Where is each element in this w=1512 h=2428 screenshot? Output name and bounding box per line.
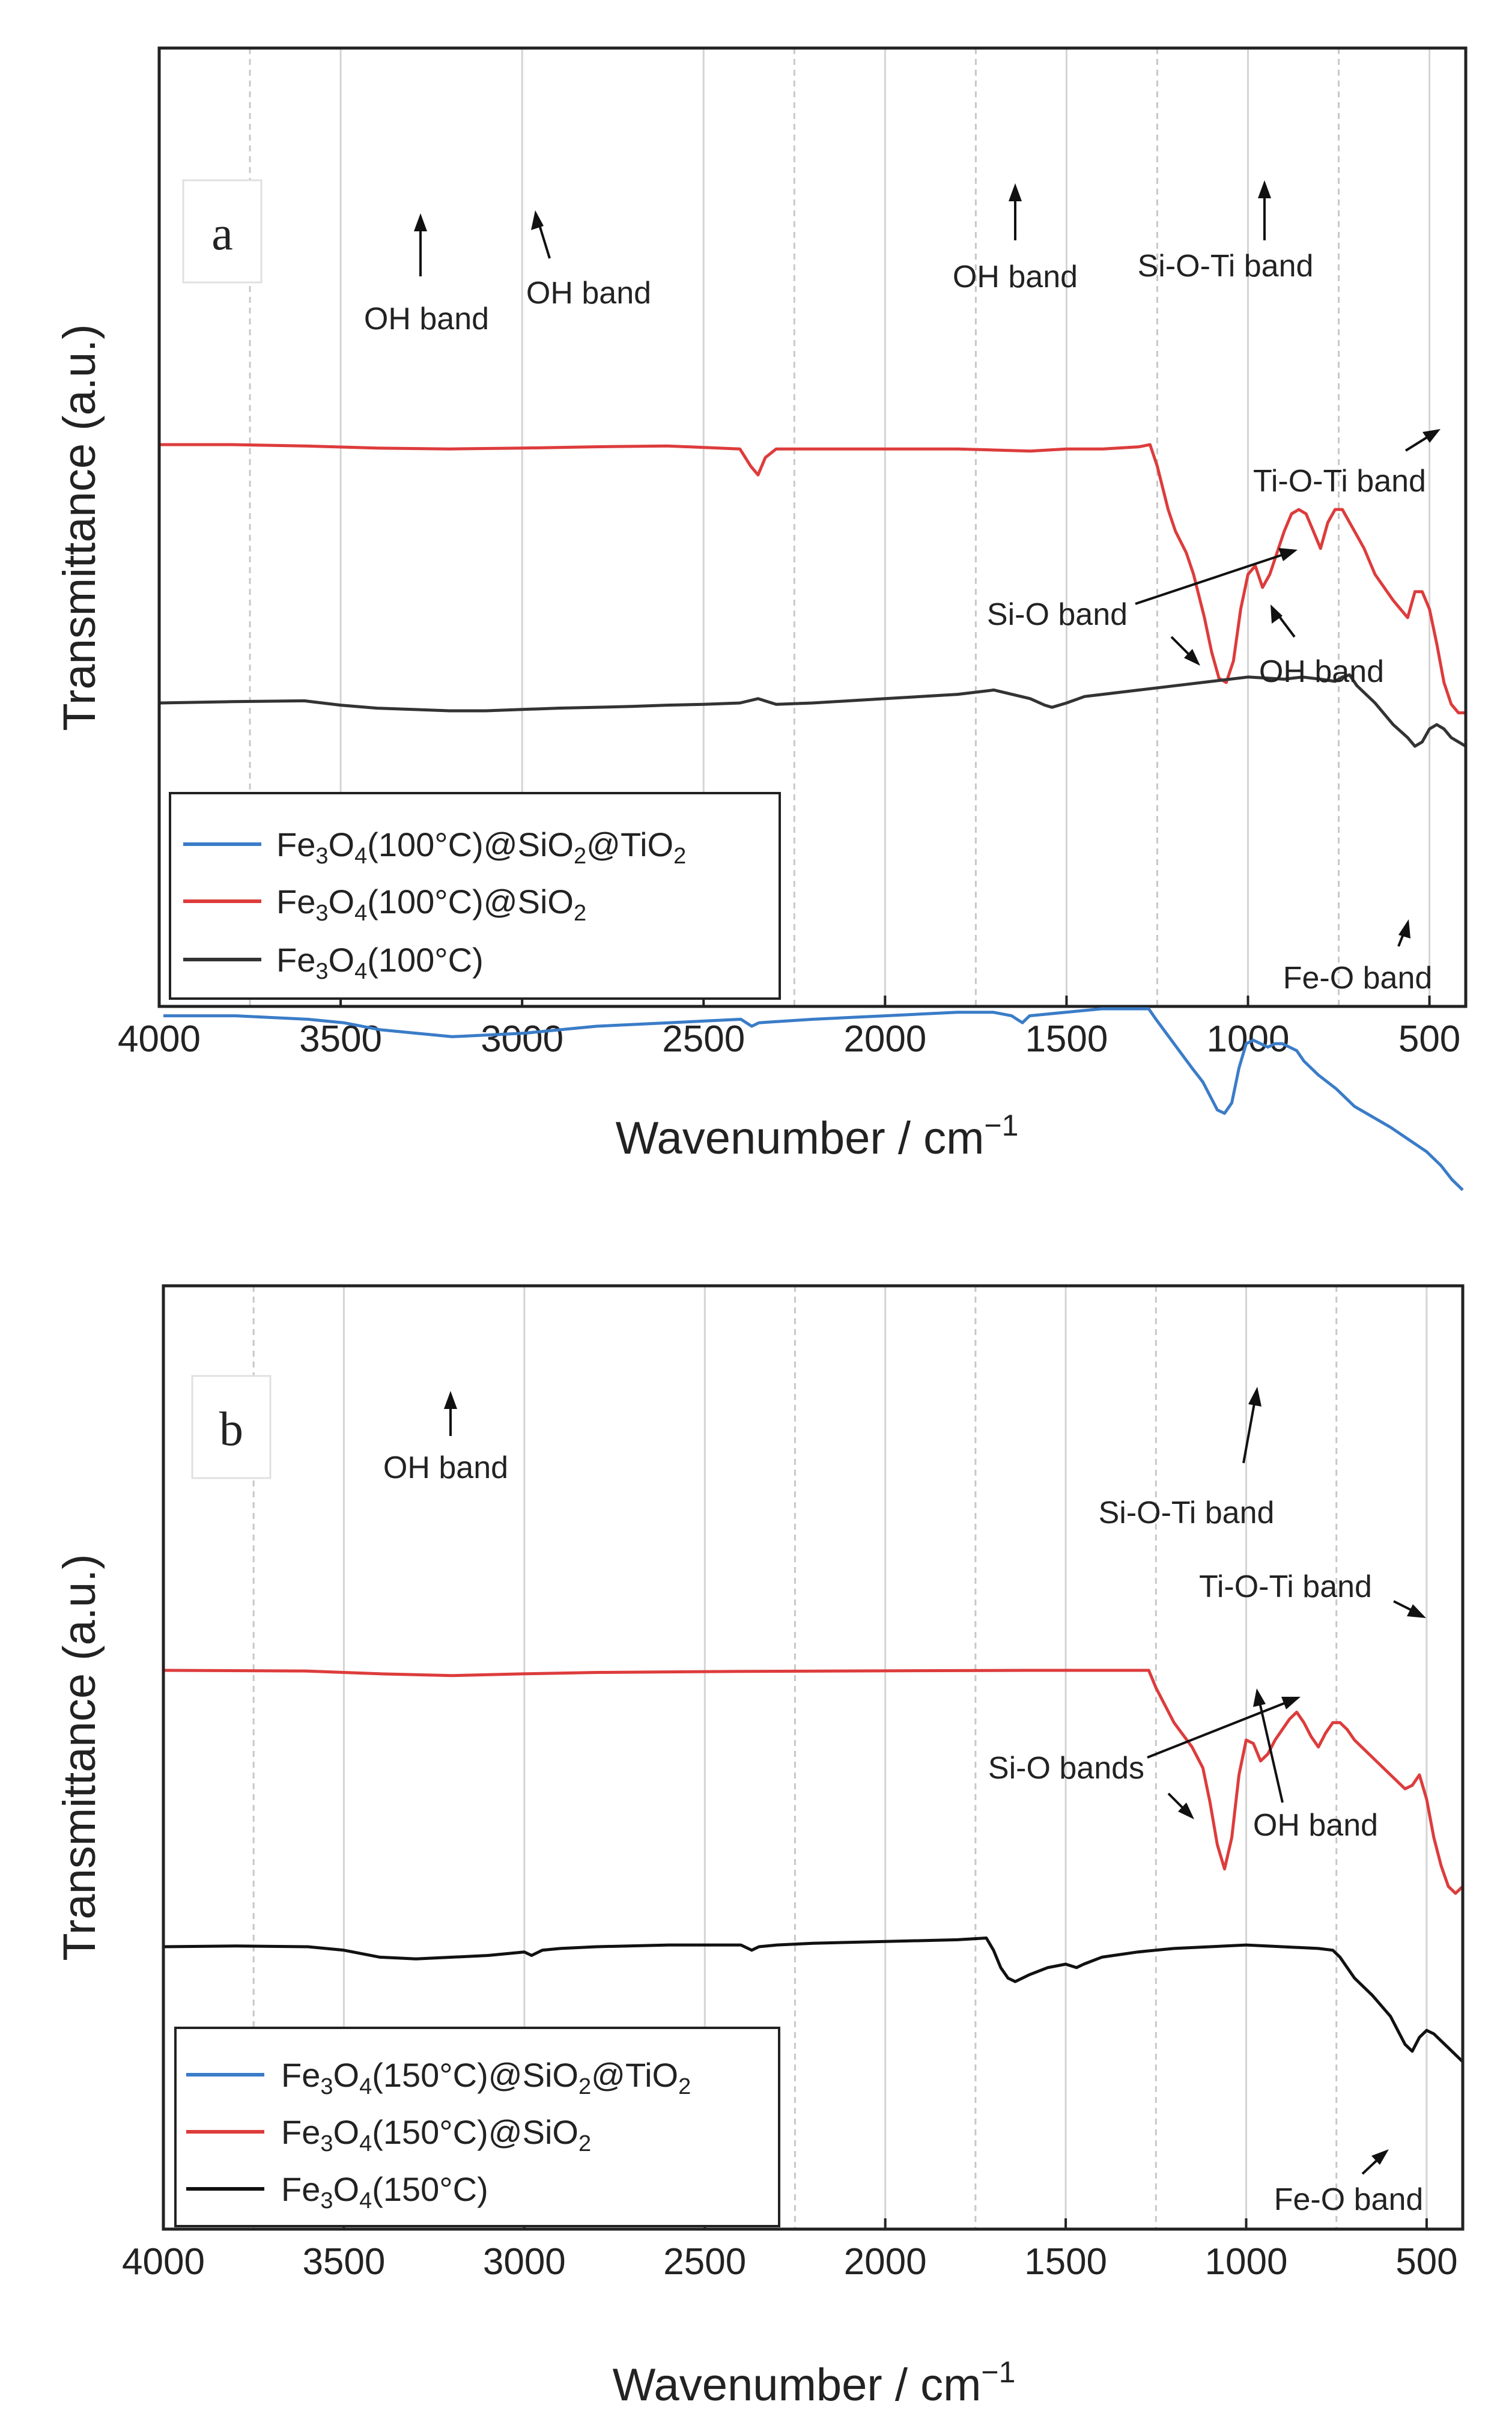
- legend-label-fe3o4-100-sio2-tio2: Fe3O4(100°C)@SiO2@TiO2: [276, 826, 686, 869]
- annotation-oh-band: OH band: [953, 260, 1078, 294]
- annotation-arrow-line: [1257, 1697, 1284, 1803]
- annotation-arrowhead: [1253, 1688, 1266, 1707]
- x-tick-label: 500: [1395, 2241, 1457, 2283]
- annotation-arrowhead: [1407, 1604, 1426, 1618]
- panel-a-legend-box: [169, 792, 781, 1000]
- annotation-oh-band: OH band: [383, 1450, 508, 1485]
- legend-label-fe3o4-150-sio2: Fe3O4(150°C)@SiO2: [281, 2113, 591, 2156]
- annotation-arrowhead: [414, 213, 427, 231]
- panel-b-x-axis-title-superscript: −1: [981, 2355, 1015, 2389]
- panel-a-annotations: OH band OH band OH band Si-O-Ti band Ti-…: [364, 180, 1441, 996]
- annotation-si-o-bands: Si-O bands: [988, 1751, 1144, 1786]
- annotation-arrowhead: [1009, 183, 1022, 201]
- annotation-si-o-ti-band: Si-O-Ti band: [1138, 249, 1314, 284]
- annotation-si-o-ti-band: Si-O-Ti band: [1099, 1495, 1275, 1530]
- series-line: [163, 1007, 1464, 1191]
- panel-a-series: [159, 443, 1467, 748]
- panel-a-x-axis-title-superscript: −1: [984, 1109, 1018, 1142]
- annotation-arrowhead: [1278, 548, 1298, 561]
- annotation-arrowhead: [1422, 429, 1441, 443]
- panel-b-y-axis-title: Transmittance (a.u.): [54, 1554, 105, 1961]
- x-tick-label: 3500: [299, 1018, 382, 1060]
- panel-b-letter-box: [191, 1375, 272, 1479]
- panel-a-x-axis-title: Wavenumber / cm−1: [616, 1109, 1019, 1164]
- panel-a-letter: a: [211, 207, 233, 260]
- panel-b-x-axis-title: Wavenumber / cm−1: [613, 2355, 1016, 2411]
- x-tick-label: 2500: [662, 1018, 745, 1060]
- annotation-arrowhead: [444, 1391, 457, 1409]
- annotation-oh-band: OH band: [526, 276, 651, 311]
- panel-b-x-axis-title-main: Wavenumber / cm: [613, 2360, 982, 2411]
- x-tick-label: 1500: [1024, 2241, 1107, 2283]
- annotation-oh-band: OH band: [1253, 1808, 1378, 1843]
- annotation-arrowhead: [1184, 649, 1200, 666]
- annotation-arrow-line: [1242, 1396, 1257, 1464]
- x-tick-label: 2000: [844, 2241, 927, 2283]
- annotation-arrowhead: [1398, 919, 1410, 939]
- annotation-arrowhead: [1281, 1697, 1301, 1709]
- legend-label-fe3o4-100-sio2: Fe3O4(100°C)@SiO2: [276, 883, 586, 926]
- annotation-arrowhead: [1248, 1387, 1262, 1407]
- annotation-oh-band: OH band: [1259, 654, 1384, 689]
- annotation-arrowhead: [1258, 180, 1271, 198]
- x-tick-label: 4000: [122, 2241, 205, 2283]
- annotation-ti-o-ti-band: Ti-O-Ti band: [1253, 464, 1426, 499]
- x-tick-label: 4000: [118, 1018, 201, 1060]
- legend-label-fe3o4-100: Fe3O4(100°C): [276, 941, 484, 984]
- annotation-ti-o-ti-band: Ti-O-Ti band: [1199, 1569, 1372, 1604]
- panel-a-x-axis-title-main: Wavenumber / cm: [616, 1113, 985, 1164]
- annotation-arrow-line: [1135, 552, 1289, 605]
- x-tick-label: 3000: [483, 2241, 566, 2283]
- series-line: [163, 1669, 1464, 1895]
- series-line: [159, 673, 1467, 748]
- panel-a-x-ticks: 4000 3500 3000 2500 2000 1500 1000 500: [118, 996, 1460, 1060]
- panel-a-letter-box: [182, 179, 263, 284]
- annotation-arrowhead: [1271, 604, 1283, 624]
- panel-a-y-axis-title: Transmittance (a.u.): [54, 324, 105, 731]
- panel-b-annotations: OH band Si-O-Ti band Ti-O-Ti band Si-O b…: [383, 1387, 1426, 2217]
- annotation-fe-o-band: Fe-O band: [1283, 961, 1433, 996]
- x-tick-label: 1000: [1205, 2241, 1288, 2283]
- legend-label-fe3o4-150: Fe3O4(150°C): [281, 2170, 488, 2213]
- x-tick-label: 1500: [1025, 1018, 1108, 1060]
- x-tick-label: 1000: [1207, 1018, 1290, 1060]
- annotation-arrowhead: [1178, 1803, 1194, 1819]
- annotation-arrow-line: [1147, 1699, 1292, 1759]
- series-line: [163, 1937, 1464, 2063]
- x-tick-label: 2000: [843, 1018, 926, 1060]
- annotation-arrowhead: [1371, 2149, 1389, 2165]
- x-tick-label: 3500: [302, 2241, 385, 2283]
- legend-label-fe3o4-150-sio2-tio2: Fe3O4(150°C)@SiO2@TiO2: [281, 2056, 691, 2099]
- annotation-arrowhead: [531, 210, 544, 230]
- annotation-si-o-band: Si-O band: [987, 597, 1128, 632]
- x-tick-label: 500: [1398, 1018, 1460, 1060]
- panel-b-series: [163, 1007, 1464, 2063]
- x-tick-label: 3000: [481, 1018, 563, 1060]
- panel-b-letter: b: [219, 1403, 243, 1456]
- panel-b-plot-frame: [162, 1284, 1465, 2231]
- panel-b-legend: Fe3O4(150°C)@SiO2@TiO2 Fe3O4(150°C)@SiO2…: [174, 2027, 780, 2227]
- panel-b-x-ticks: 4000 3500 3000 2500 2000 1500 1000 500: [122, 2218, 1458, 2283]
- panel-b-chart: 4000 3500 3000 2500 2000 1500 1000 500 b Transm…: [54, 1007, 1465, 2411]
- panel-a-plot-frame: [157, 46, 1468, 1008]
- annotation-fe-o-band: Fe-O band: [1274, 2182, 1424, 2217]
- x-tick-label: 2500: [663, 2241, 746, 2283]
- annotation-oh-band: OH band: [364, 302, 489, 336]
- panel-b-legend-box: [174, 2027, 780, 2227]
- panel-a-legend: Fe3O4(100°C)@SiO2@TiO2 Fe3O4(100°C)@SiO2…: [169, 792, 781, 1000]
- panel-a-grid: [249, 48, 1431, 1006]
- series-line: [159, 443, 1466, 714]
- panel-a-chart: 4000 3500 3000 2500 2000 1500 1000 500 a Transm…: [54, 46, 1468, 1164]
